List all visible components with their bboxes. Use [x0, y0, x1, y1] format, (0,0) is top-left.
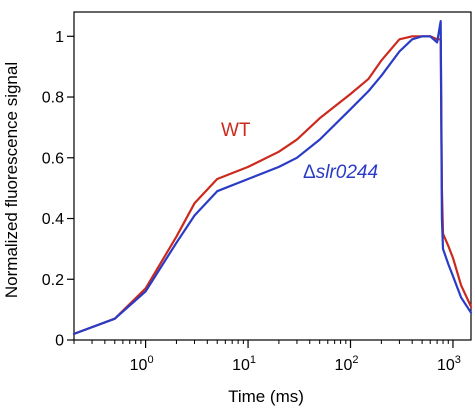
plot-frame — [73, 11, 472, 341]
y-tick-label: 0.2 — [42, 272, 64, 289]
axes: 0 0.2 0.4 0.6 0.8 1 100 101 102 103 — [42, 11, 472, 374]
series-line-slr0244 — [72, 20, 473, 335]
x-axis-label: Time (ms) — [228, 387, 304, 406]
series-label-wt: WT — [221, 120, 251, 141]
series-line-wt — [72, 35, 473, 335]
y-tick-label: 1 — [55, 29, 64, 46]
x-tick-label: 102 — [335, 354, 359, 374]
y-tick-label: 0.4 — [42, 211, 64, 228]
x-tick-label: 101 — [232, 354, 256, 374]
x-tick-label: 100 — [130, 354, 154, 374]
x-tick-label: 103 — [437, 354, 461, 374]
series-layer: WT Δslr0244 — [72, 20, 473, 335]
y-axis-label: Normalized fluorescence signal — [2, 62, 21, 298]
y-tick-label: 0.6 — [42, 150, 64, 167]
series-label-slr0244: Δslr0244 — [303, 162, 378, 183]
y-tick-label: 0 — [55, 333, 64, 350]
y-tick-label: 0.8 — [42, 90, 64, 107]
